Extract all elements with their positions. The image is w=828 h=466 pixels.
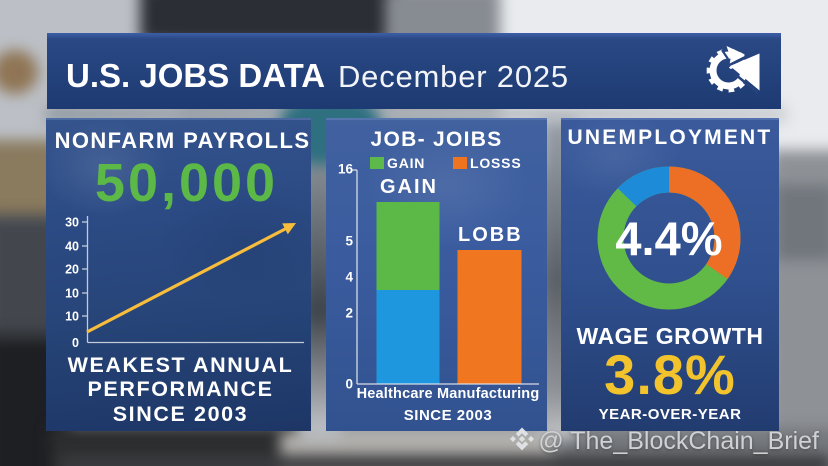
svg-text:5: 5 xyxy=(345,234,353,249)
svg-text:10: 10 xyxy=(65,287,79,301)
svg-text:0: 0 xyxy=(72,336,79,350)
svg-text:10: 10 xyxy=(65,310,79,324)
svg-text:LOBB: LOBB xyxy=(458,224,523,246)
svg-text:40: 40 xyxy=(65,240,79,254)
svg-text:GAIN: GAIN xyxy=(380,176,438,198)
svg-text:2: 2 xyxy=(345,306,353,321)
svg-text:30: 30 xyxy=(65,216,79,230)
svg-text:4: 4 xyxy=(345,270,353,285)
svg-text:20: 20 xyxy=(65,263,79,277)
svg-text:0: 0 xyxy=(345,377,353,392)
svg-text:16: 16 xyxy=(338,162,354,177)
